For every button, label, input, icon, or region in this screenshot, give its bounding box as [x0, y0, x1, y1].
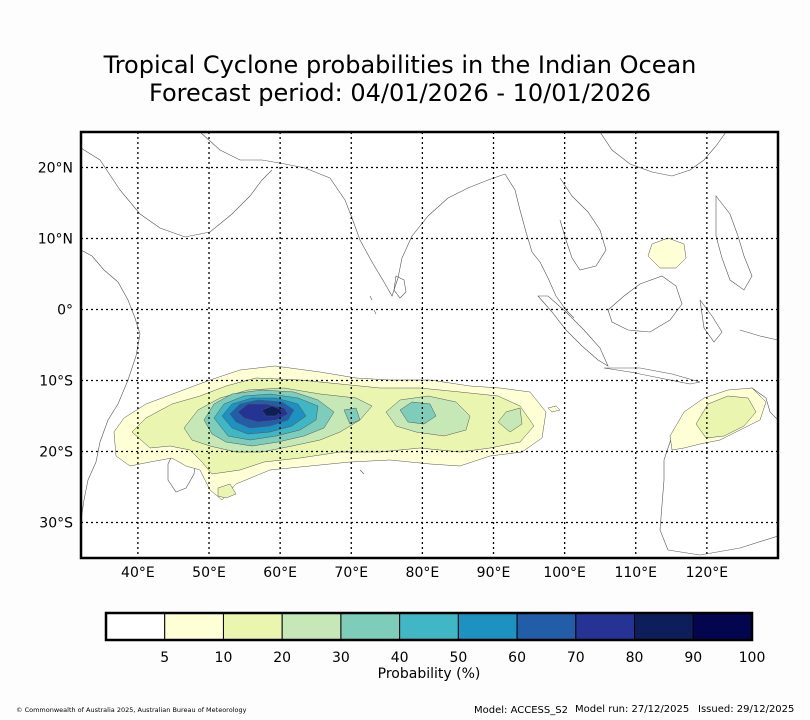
- copyright-notice: © Commonwealth of Australia 2025, Austra…: [16, 706, 247, 714]
- colorbar-swatch: [399, 612, 459, 641]
- colorbar-tick-label: 10: [215, 650, 233, 666]
- colorbar-swatch: [164, 612, 224, 641]
- colorbar-swatch: [281, 612, 342, 641]
- model-name: Model: ACCESS_S2: [474, 705, 568, 716]
- title-line-2: Forecast period: 04/01/2026 - 10/01/2026: [149, 79, 651, 107]
- colorbar-swatch: [222, 612, 283, 641]
- coast-sumatra: [537, 295, 609, 367]
- colorbar-label: Probability (%): [378, 666, 481, 682]
- coast-philippines: [715, 195, 753, 291]
- colorbar-tick-label: 100: [739, 650, 766, 666]
- contour-30-40-mid: [343, 407, 361, 425]
- gridlines: [81, 132, 778, 558]
- coast-java: [603, 367, 701, 385]
- contour-80-90: [261, 405, 283, 417]
- longitude-label: 50°E: [192, 565, 226, 581]
- coast-borneo: [607, 275, 683, 333]
- coast-arabia: [81, 147, 273, 238]
- colorbar-tick-label: 40: [391, 650, 409, 666]
- longitude-label: 60°E: [263, 565, 297, 581]
- coast-indochina: [559, 177, 607, 271]
- coastlines: [81, 132, 778, 556]
- contour-5-10-small: [547, 405, 561, 413]
- coast-china: [599, 132, 727, 177]
- colorbar-tick-label: 5: [160, 650, 169, 666]
- map-frame: [79, 130, 780, 560]
- map-background: [81, 132, 778, 558]
- colorbar-tick-label: 80: [626, 650, 644, 666]
- longitude-label: 40°E: [121, 565, 155, 581]
- longitude-label: 120°E: [686, 565, 729, 581]
- contour-20-30-far: [497, 407, 523, 433]
- model-run-date: Model run: 27/12/2025: [575, 704, 690, 715]
- colorbar-swatch: [634, 612, 694, 641]
- colorbar-frame: [104, 611, 754, 642]
- latitude-label: 20°N: [38, 161, 73, 177]
- colorbar-tick-label: 60: [508, 650, 526, 666]
- coast-india: [329, 173, 506, 297]
- latitude-label: 30°S: [39, 516, 73, 532]
- latitude-label: 20°S: [39, 445, 73, 461]
- longitude-label: 80°E: [406, 565, 440, 581]
- coast-australia-west: [659, 479, 778, 556]
- coast-africa: [81, 249, 141, 521]
- latitude-labels: 20°N 10°N 0° 10°S 20°S 30°S: [38, 161, 73, 532]
- contour-30-40-east: [399, 401, 437, 425]
- contour-10-20-sw: [217, 483, 237, 499]
- title-line-1: Tropical Cyclone probabilities in the In…: [103, 51, 697, 79]
- colorbar-swatch: [516, 612, 577, 641]
- colorbar-swatch: [457, 612, 518, 641]
- contour-10-20-aus: [695, 395, 757, 439]
- longitude-label: 100°E: [543, 565, 586, 581]
- latitude-label: 10°N: [38, 232, 73, 248]
- coast-srilanka: [393, 275, 407, 299]
- islands-small: [359, 295, 377, 475]
- colorbar-tick-label: 20: [273, 650, 291, 666]
- colorbar-tick-label: 50: [449, 650, 467, 666]
- longitude-label: 110°E: [614, 565, 657, 581]
- longitude-label: 70°E: [334, 565, 368, 581]
- coast-iran: [199, 132, 331, 179]
- contour-5-10-scs: [647, 237, 687, 269]
- latitude-label: 0°: [57, 303, 73, 319]
- colorbar-tick-label: 30: [332, 650, 350, 666]
- coast-newguinea: [739, 329, 778, 341]
- issued-date: Issued: 29/12/2025: [698, 704, 795, 715]
- colorbar-swatch: [340, 612, 401, 641]
- coast-burma: [504, 173, 541, 263]
- longitude-labels: 40°E 50°E 60°E 70°E 80°E 90°E 100°E 110°E 120°E: [121, 565, 728, 581]
- colorbar-swatch: [105, 612, 166, 641]
- latitude-label: 10°S: [39, 374, 73, 390]
- colorbar-swatch: [575, 612, 636, 641]
- longitude-label: 90°E: [477, 565, 511, 581]
- coast-sulawesi: [699, 299, 723, 343]
- colorbar-ticks: 5 10 20 30 40 50 60 70 80 90 100: [160, 650, 765, 666]
- colorbar-swatch: [692, 612, 753, 641]
- colorbar-tick-label: 70: [567, 650, 585, 666]
- probability-contours: [113, 237, 767, 501]
- colorbar: [104, 611, 754, 642]
- coast-malaya: [539, 261, 575, 319]
- colorbar-tick-label: 90: [684, 650, 702, 666]
